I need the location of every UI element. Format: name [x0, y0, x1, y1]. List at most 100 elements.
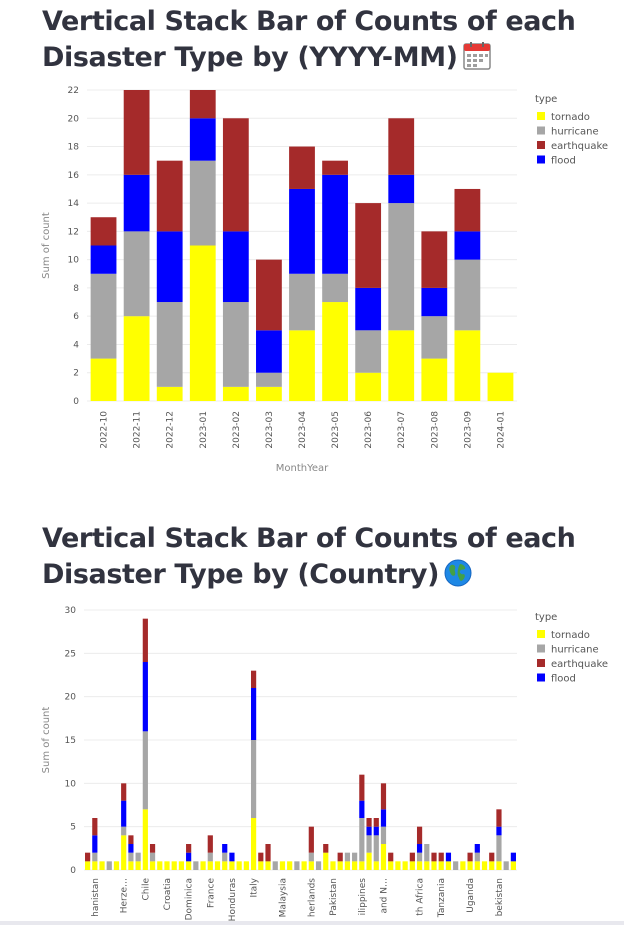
- bar-segment-tornado[interactable]: [128, 861, 134, 870]
- bar-segment-earthquake[interactable]: [416, 826, 423, 844]
- bar-segment-hurricane[interactable]: [128, 852, 134, 862]
- bar-segment-tornado[interactable]: [222, 386, 249, 401]
- bar-segment-tornado[interactable]: [156, 386, 183, 401]
- bar-segment-tornado[interactable]: [330, 861, 336, 870]
- bar-segment-tornado[interactable]: [186, 861, 192, 870]
- bar-segment-earthquake[interactable]: [373, 818, 379, 827]
- bar-segment-tornado[interactable]: [421, 358, 448, 401]
- bar-segment-flood[interactable]: [222, 231, 249, 303]
- bar-segment-earthquake[interactable]: [467, 852, 473, 862]
- bar-segment-tornado[interactable]: [308, 861, 314, 870]
- bar-segment-earthquake[interactable]: [489, 852, 495, 862]
- bar-segment-tornado[interactable]: [135, 861, 141, 870]
- bar-segment-tornado[interactable]: [388, 861, 394, 870]
- bar-segment-hurricane[interactable]: [416, 852, 423, 862]
- bar-segment-hurricane[interactable]: [207, 852, 213, 862]
- bar-segment-earthquake[interactable]: [289, 146, 315, 189]
- bar-segment-tornado[interactable]: [355, 372, 382, 401]
- bar-segment-hurricane[interactable]: [121, 826, 127, 836]
- bar-segment-tornado[interactable]: [256, 386, 282, 401]
- bar-segment-flood[interactable]: [186, 852, 192, 862]
- bar-segment-earthquake[interactable]: [256, 259, 282, 331]
- bar-segment-hurricane[interactable]: [421, 316, 448, 359]
- bar-segment-tornado[interactable]: [416, 861, 423, 870]
- bar-segment-earthquake[interactable]: [121, 783, 127, 801]
- bar-segment-earthquake[interactable]: [265, 844, 271, 862]
- bar-segment-hurricane[interactable]: [222, 852, 228, 862]
- bar-segment-hurricane[interactable]: [355, 330, 382, 373]
- bar-segment-earthquake[interactable]: [337, 852, 343, 862]
- bar-segment-tornado[interactable]: [92, 861, 98, 870]
- bar-segment-earthquake[interactable]: [454, 188, 481, 232]
- bar-segment-flood[interactable]: [359, 800, 365, 818]
- bar-segment-hurricane[interactable]: [123, 231, 150, 317]
- bar-segment-flood[interactable]: [250, 688, 257, 740]
- bar-segment-tornado[interactable]: [301, 861, 307, 870]
- bar-segment-earthquake[interactable]: [323, 844, 329, 853]
- bar-segment-tornado[interactable]: [487, 372, 514, 401]
- bar-segment-hurricane[interactable]: [453, 861, 459, 870]
- bar-segment-flood[interactable]: [156, 231, 183, 303]
- bar-segment-earthquake[interactable]: [388, 852, 394, 862]
- bar-segment-tornado[interactable]: [395, 861, 401, 870]
- bar-segment-tornado[interactable]: [510, 861, 516, 870]
- legend-swatch-hurricane[interactable]: [537, 644, 545, 653]
- bar-segment-flood[interactable]: [416, 844, 423, 853]
- bar-segment-flood[interactable]: [121, 800, 127, 827]
- bar-segment-hurricane[interactable]: [106, 861, 112, 870]
- bar-segment-flood[interactable]: [289, 188, 315, 274]
- bar-segment-earthquake[interactable]: [142, 618, 148, 662]
- bar-segment-tornado[interactable]: [279, 861, 286, 870]
- bar-segment-hurricane[interactable]: [294, 861, 300, 870]
- legend-label-earthquake[interactable]: earthquake: [551, 659, 608, 670]
- legend-label-hurricane[interactable]: hurricane: [551, 645, 599, 656]
- bar-segment-earthquake[interactable]: [85, 852, 91, 862]
- bar-segment-hurricane[interactable]: [424, 844, 430, 862]
- bar-segment-hurricane[interactable]: [454, 259, 481, 331]
- bar-segment-tornado[interactable]: [99, 861, 105, 870]
- bar-segment-hurricane[interactable]: [90, 273, 117, 359]
- bar-segment-tornado[interactable]: [373, 861, 379, 870]
- bar-segment-hurricane[interactable]: [92, 852, 98, 862]
- bar-segment-hurricane[interactable]: [308, 852, 314, 862]
- bar-segment-earthquake[interactable]: [322, 160, 348, 175]
- bar-segment-hurricane[interactable]: [474, 852, 480, 862]
- bar-segment-tornado[interactable]: [157, 861, 163, 870]
- bar-segment-flood[interactable]: [222, 844, 228, 853]
- bar-segment-flood[interactable]: [322, 174, 348, 274]
- bar-segment-tornado[interactable]: [424, 861, 430, 870]
- bar-segment-tornado[interactable]: [496, 861, 502, 870]
- bar-segment-hurricane[interactable]: [373, 835, 379, 862]
- bar-segment-tornado[interactable]: [229, 861, 235, 870]
- bar-segment-earthquake[interactable]: [149, 844, 156, 853]
- bar-segment-tornado[interactable]: [142, 809, 148, 870]
- bottom-scrollbar[interactable]: [0, 921, 624, 925]
- bar-segment-tornado[interactable]: [149, 861, 156, 870]
- bar-segment-tornado[interactable]: [243, 861, 249, 870]
- bar-segment-earthquake[interactable]: [388, 118, 415, 175]
- bar-segment-tornado[interactable]: [352, 861, 358, 870]
- bar-segment-hurricane[interactable]: [352, 852, 358, 862]
- bar-segment-earthquake[interactable]: [123, 90, 150, 175]
- bar-segment-hurricane[interactable]: [135, 852, 141, 862]
- bar-segment-tornado[interactable]: [121, 835, 127, 870]
- bar-segment-hurricane[interactable]: [289, 273, 315, 331]
- bar-segment-earthquake[interactable]: [355, 203, 382, 288]
- bar-segment-earthquake[interactable]: [359, 774, 365, 801]
- bar-segment-tornado[interactable]: [236, 861, 242, 870]
- bar-segment-flood[interactable]: [454, 231, 481, 260]
- legend-swatch-earthquake[interactable]: [537, 141, 545, 149]
- bar-segment-tornado[interactable]: [171, 861, 177, 870]
- bar-segment-earthquake[interactable]: [409, 852, 415, 862]
- bar-segment-hurricane[interactable]: [272, 861, 278, 870]
- bar-segment-flood[interactable]: [380, 809, 387, 827]
- bar-segment-earthquake[interactable]: [258, 852, 264, 862]
- bar-segment-tornado[interactable]: [90, 358, 117, 401]
- bar-segment-earthquake[interactable]: [189, 90, 216, 119]
- bar-segment-earthquake[interactable]: [380, 783, 387, 810]
- bar-segment-flood[interactable]: [123, 174, 150, 232]
- legend-label-flood[interactable]: flood: [551, 156, 576, 167]
- bar-segment-tornado[interactable]: [474, 861, 480, 870]
- bar-segment-flood[interactable]: [373, 826, 379, 836]
- bar-segment-flood[interactable]: [355, 287, 382, 331]
